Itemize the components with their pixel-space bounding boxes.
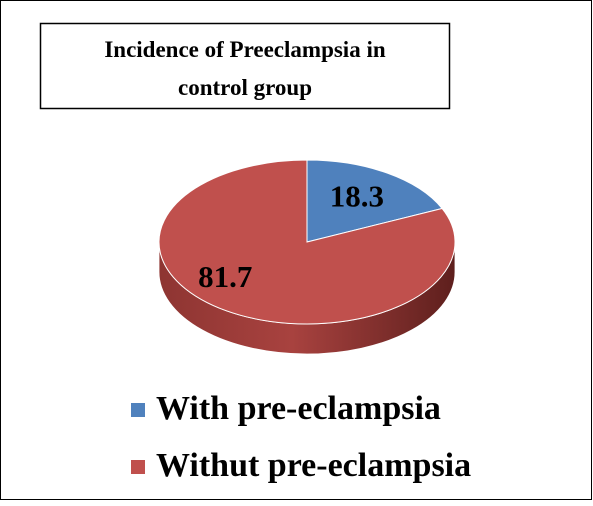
pie-slice — [158, 159, 456, 325]
legend-swatch — [131, 403, 145, 417]
pie-slice — [306, 159, 443, 243]
data-label: 18.3 — [330, 178, 384, 213]
title-box — [39, 22, 451, 110]
legend-label: With pre-eclampsia — [156, 390, 441, 427]
chart-title: Incidence of Preeclampsia in control grou… — [104, 37, 385, 100]
data-label: 81.7 — [198, 259, 252, 294]
legend-swatch — [131, 460, 145, 474]
legend-label: Withut pre-eclampsia — [156, 447, 471, 484]
